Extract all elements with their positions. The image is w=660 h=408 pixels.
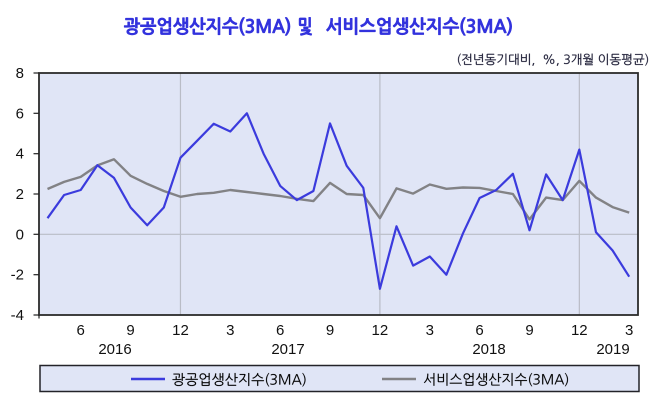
svg-text:9: 9 (525, 322, 533, 339)
svg-text:6: 6 (16, 105, 24, 122)
svg-text:12: 12 (172, 322, 189, 339)
svg-text:6: 6 (475, 322, 483, 339)
svg-text:-4: -4 (11, 307, 24, 324)
svg-text:3: 3 (226, 322, 234, 339)
svg-text:3: 3 (426, 322, 434, 339)
svg-text:8: 8 (16, 65, 24, 82)
svg-text:3: 3 (625, 322, 633, 339)
svg-text:12: 12 (571, 322, 588, 339)
svg-text:9: 9 (126, 322, 134, 339)
svg-text:4: 4 (16, 146, 24, 163)
svg-text:12: 12 (372, 322, 389, 339)
svg-text:6: 6 (77, 322, 85, 339)
svg-text:6: 6 (276, 322, 284, 339)
svg-text:2019: 2019 (596, 341, 629, 358)
svg-text:0: 0 (16, 226, 24, 243)
svg-text:9: 9 (326, 322, 334, 339)
svg-text:2017: 2017 (271, 341, 304, 358)
svg-text:2016: 2016 (98, 341, 131, 358)
svg-text:2: 2 (16, 186, 24, 203)
svg-text:2018: 2018 (472, 341, 505, 358)
svg-text:-2: -2 (11, 267, 24, 284)
